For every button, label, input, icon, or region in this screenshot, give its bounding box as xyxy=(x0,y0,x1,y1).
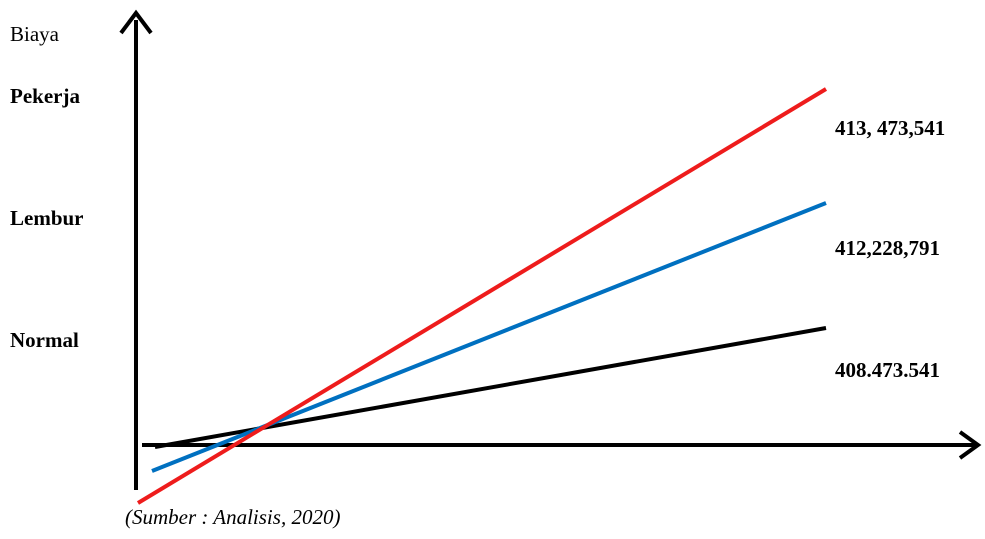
value-label-red: 413, 473,541 xyxy=(835,116,946,140)
value-label-black: 408.473.541 xyxy=(835,358,940,382)
series-lines xyxy=(136,87,828,505)
y-category-pekerja: Pekerja xyxy=(10,84,80,108)
y-axis-arrow xyxy=(119,9,153,35)
y-category-lembur: Lembur xyxy=(10,206,84,230)
series-line-red xyxy=(136,87,828,505)
source-caption: (Sumber : Analisis, 2020) xyxy=(125,505,341,529)
y-category-normal: Normal xyxy=(10,328,79,352)
x-axis-arrow xyxy=(958,430,982,460)
y-axis-caption: Biaya xyxy=(10,22,59,46)
value-label-blue: 412,228,791 xyxy=(835,236,940,260)
series-line-blue xyxy=(151,201,827,473)
axes xyxy=(119,9,982,490)
